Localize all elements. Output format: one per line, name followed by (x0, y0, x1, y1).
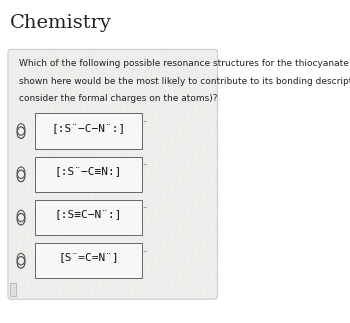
FancyBboxPatch shape (10, 283, 16, 296)
Text: consider the formal charges on the atoms)?: consider the formal charges on the atoms… (19, 94, 217, 103)
Text: [S̈=C=N̈]: [S̈=C=N̈] (58, 253, 119, 263)
Text: [:S≡C−N̈:]: [:S≡C−N̈:] (55, 209, 122, 219)
FancyBboxPatch shape (35, 113, 142, 149)
Text: Chemistry: Chemistry (10, 14, 112, 32)
Text: [:S̈−C≡N:]: [:S̈−C≡N:] (55, 166, 122, 176)
Text: ⁻: ⁻ (142, 162, 147, 171)
Text: ⁻: ⁻ (142, 118, 147, 127)
FancyBboxPatch shape (8, 49, 217, 299)
Text: shown here would be the most likely to contribute to its bonding description (hi: shown here would be the most likely to c… (19, 77, 350, 86)
Text: [:S̈−C−N̈:]: [:S̈−C−N̈:] (51, 123, 126, 133)
Text: ⁻: ⁻ (142, 248, 147, 257)
FancyBboxPatch shape (35, 200, 142, 235)
FancyBboxPatch shape (35, 243, 142, 278)
Text: ⁻: ⁻ (142, 205, 147, 214)
FancyBboxPatch shape (35, 157, 142, 192)
Text: Which of the following possible resonance structures for the thiocyanate ion, SC: Which of the following possible resonanc… (19, 59, 350, 68)
